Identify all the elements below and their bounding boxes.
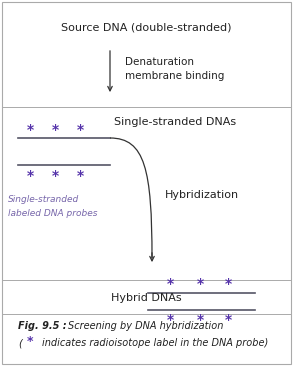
Text: Single-stranded DNAs: Single-stranded DNAs <box>114 117 236 127</box>
Text: membrane binding: membrane binding <box>125 71 224 81</box>
Text: Single-stranded: Single-stranded <box>8 195 79 205</box>
Text: Source DNA (double-stranded): Source DNA (double-stranded) <box>61 23 231 33</box>
Text: *: * <box>166 277 173 291</box>
Text: *: * <box>166 313 173 327</box>
Text: *: * <box>52 123 59 137</box>
Text: *: * <box>26 123 34 137</box>
Text: *: * <box>196 277 204 291</box>
Text: *: * <box>76 169 84 183</box>
Text: *: * <box>26 169 34 183</box>
Text: (: ( <box>18 338 22 348</box>
Text: *: * <box>76 123 84 137</box>
Text: Fig. 9.5 :: Fig. 9.5 : <box>18 321 70 331</box>
Text: *: * <box>224 313 231 327</box>
Text: *: * <box>224 277 231 291</box>
Text: *: * <box>196 313 204 327</box>
Text: Hybridization: Hybridization <box>165 190 239 200</box>
Text: labeled DNA probes: labeled DNA probes <box>8 209 98 217</box>
Text: *: * <box>27 336 33 348</box>
Text: Screening by DNA hybridization: Screening by DNA hybridization <box>68 321 223 331</box>
Text: indicates radioisotope label in the DNA probe): indicates radioisotope label in the DNA … <box>42 338 268 348</box>
Text: Hybrid DNAs: Hybrid DNAs <box>111 293 181 303</box>
Text: Denaturation: Denaturation <box>125 57 194 67</box>
Text: *: * <box>52 169 59 183</box>
